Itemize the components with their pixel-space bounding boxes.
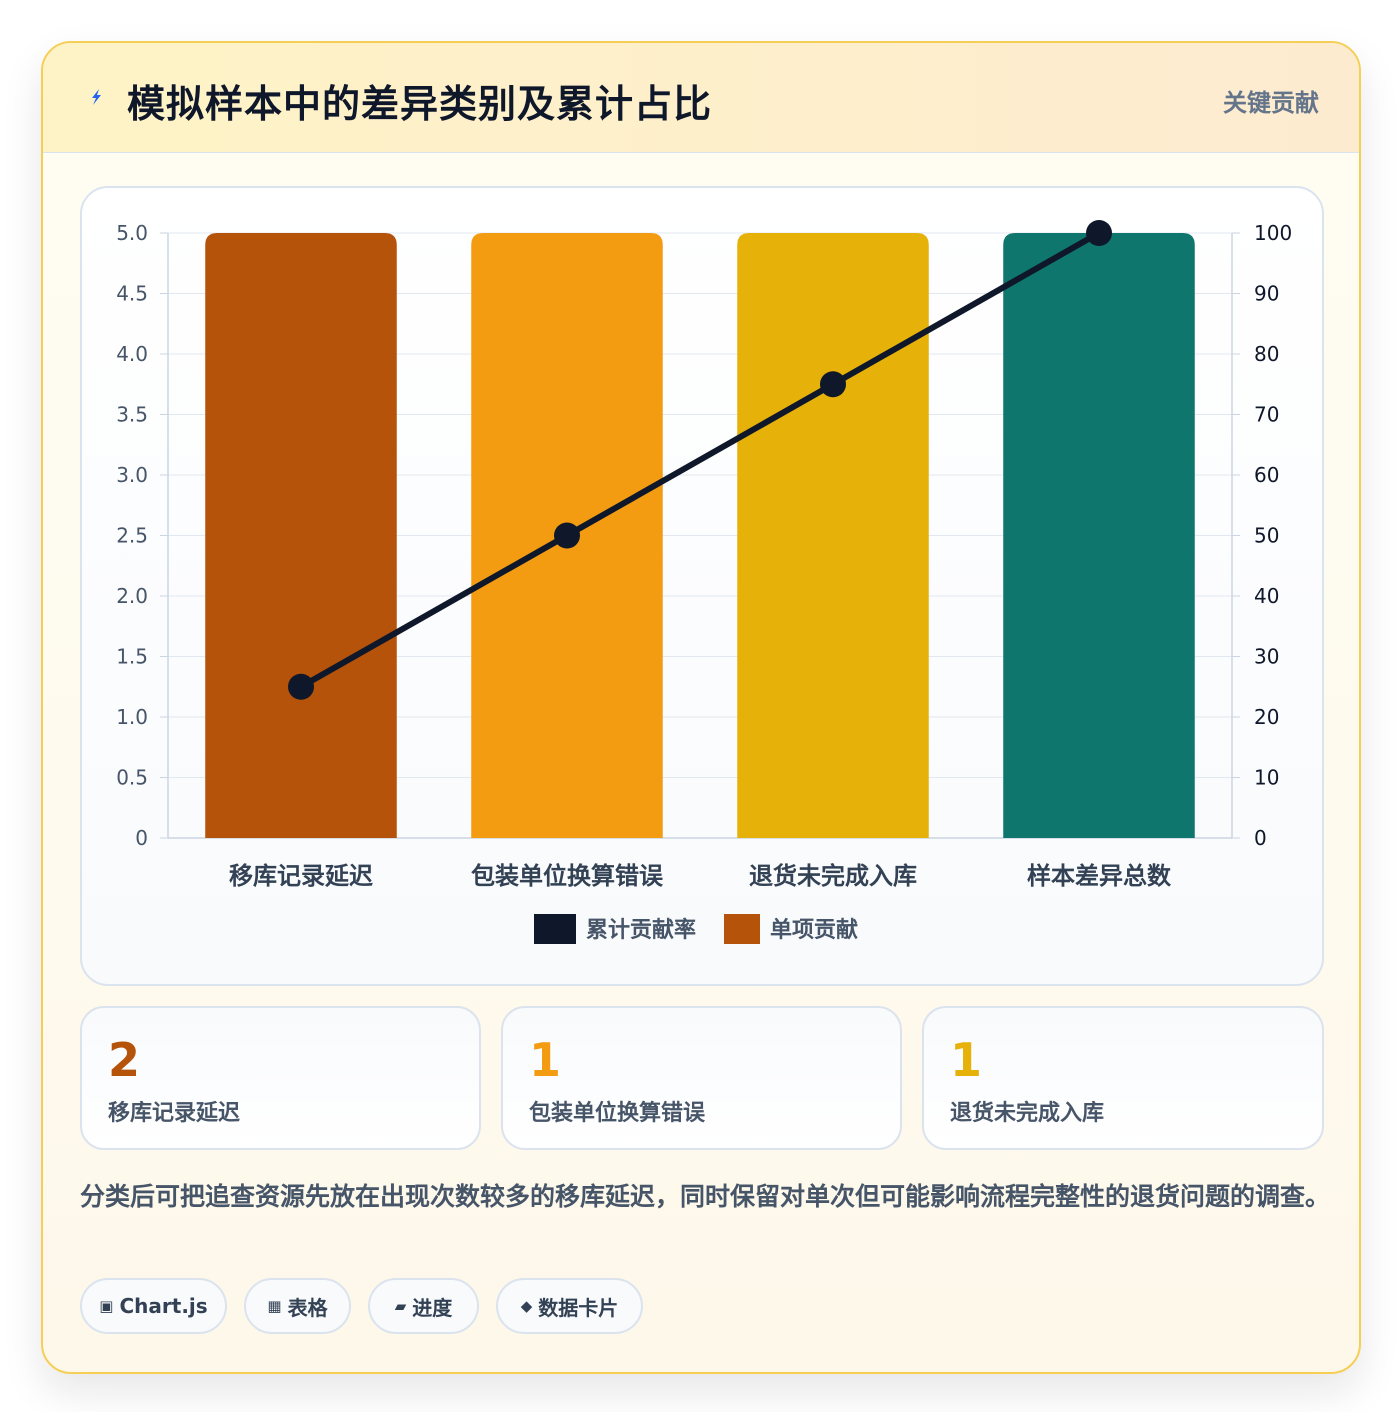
combo-chart: 0 0.5 1.0 1.5 2.0 2.5 3.0 3.5 4.0 4.5 5.0 0 10 20 30 40… [116, 220, 1292, 944]
y-left-tick-label: 0.5 [116, 766, 148, 790]
line-point [288, 673, 314, 700]
y-left-tick-label: 2.0 [116, 584, 148, 608]
lightning-icon [92, 89, 101, 105]
chart-icon: ▣ [99, 1297, 114, 1315]
line-point [820, 371, 846, 398]
x-tick-label: 包装单位换算错误 [471, 862, 664, 890]
chip-label: Chart.js [119, 1294, 208, 1318]
legend-swatch [724, 914, 760, 944]
card-header: 模拟样本中的差异类别及累计占比 关键贡献 [43, 43, 1359, 153]
chip-table[interactable]: ▦ 表格 [244, 1278, 351, 1334]
progress-icon: ▰ [394, 1297, 407, 1315]
y-left-tick-label: 0 [135, 826, 148, 850]
header-tag: 关键贡献 [1223, 89, 1319, 117]
chart-card: 模拟样本中的差异类别及累计占比 关键贡献 0 0.5 1.0 1.5 2.0 2.5 3.0… [41, 41, 1361, 1374]
diamond-icon: ◆ [520, 1297, 533, 1315]
y-right-tick-label: 70 [1254, 403, 1279, 427]
y-right-tick-label: 90 [1254, 282, 1279, 306]
y-right-tick-label: 50 [1254, 524, 1279, 548]
y-right-tick-label: 100 [1254, 221, 1292, 245]
y-right-tick-label: 30 [1254, 645, 1279, 669]
chip-label: 数据卡片 [538, 1295, 619, 1320]
stat-card: 2 移库记录延迟 [80, 1006, 481, 1150]
y-right-tick-label: 0 [1254, 826, 1267, 850]
stat-label: 移库记录延迟 [108, 1101, 241, 1126]
stat-value: 2 [108, 1033, 141, 1087]
bar [205, 233, 397, 838]
line-point [554, 522, 580, 549]
chip-chartjs[interactable]: ▣ Chart.js [80, 1278, 227, 1334]
legend-swatch [534, 914, 576, 944]
table-icon: ▦ [267, 1297, 282, 1315]
chip-data-card[interactable]: ◆ 数据卡片 [496, 1278, 643, 1334]
cumulative-line [299, 230, 1101, 690]
legend-label: 累计贡献率 [586, 917, 696, 943]
y-right-tick-label: 40 [1254, 584, 1279, 608]
y-left-tick-label: 5.0 [116, 221, 148, 245]
chip-label: 表格 [287, 1295, 328, 1320]
x-tick-label: 退货未完成入库 [749, 862, 917, 890]
y-left-tick-label: 4.0 [116, 342, 148, 366]
y-right-tick-label: 10 [1254, 766, 1279, 790]
y-right-tick-label: 20 [1254, 705, 1279, 729]
stat-card: 1 包装单位换算错误 [501, 1006, 902, 1150]
legend-label: 单项贡献 [770, 917, 858, 943]
x-tick-label: 移库记录延迟 [229, 862, 373, 890]
chip-label: 进度 [412, 1295, 453, 1320]
y-left-tick-label: 2.5 [116, 524, 148, 548]
y-right-tick-label: 80 [1254, 342, 1279, 366]
y-left-tick-label: 3.5 [116, 403, 148, 427]
chip-progress[interactable]: ▰ 进度 [368, 1278, 479, 1334]
stat-label: 包装单位换算错误 [529, 1101, 706, 1126]
stat-value: 1 [950, 1033, 983, 1087]
y-left-tick-label: 1.0 [116, 705, 148, 729]
stat-label: 退货未完成入库 [950, 1101, 1105, 1126]
bar [737, 233, 929, 838]
chart-panel: 0 0.5 1.0 1.5 2.0 2.5 3.0 3.5 4.0 4.5 5.0 0 10 20 30 40… [80, 186, 1324, 986]
y-left-tick-label: 4.5 [116, 282, 148, 306]
bar [1003, 233, 1195, 838]
y-right-tick-label: 60 [1254, 463, 1279, 487]
x-tick-label: 样本差异总数 [1027, 862, 1172, 890]
y-left-tick-label: 3.0 [116, 463, 148, 487]
stat-card: 1 退货未完成入库 [922, 1006, 1324, 1150]
line-point [1086, 220, 1112, 246]
stat-value: 1 [529, 1033, 562, 1087]
y-left-tick-label: 1.5 [116, 645, 148, 669]
page-title: 模拟样本中的差异类别及累计占比 [127, 82, 713, 126]
summary-note: 分类后可把追查资源先放在出现次数较多的移库延迟，同时保留对单次但可能影响流程完整… [80, 1182, 1331, 1211]
